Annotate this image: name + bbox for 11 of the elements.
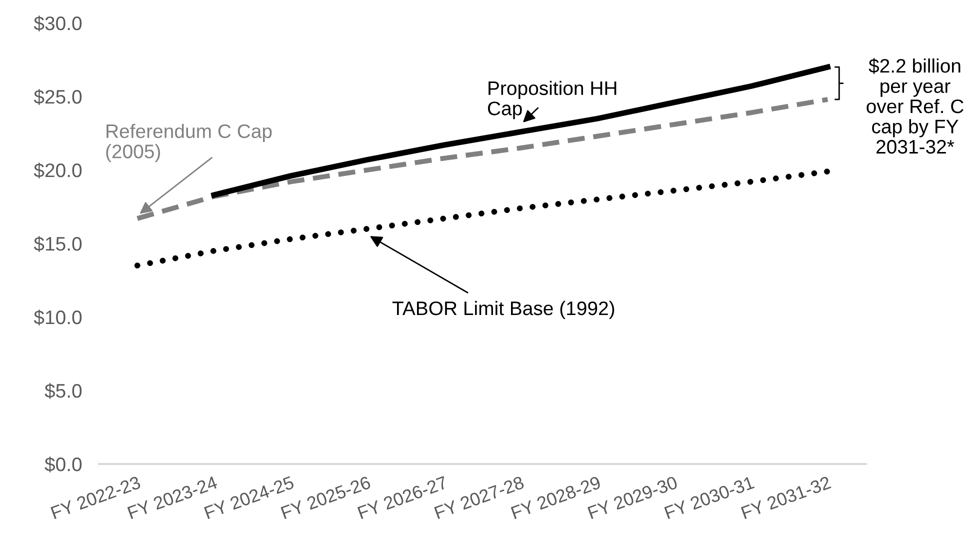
- y-tick-label: $10.0: [34, 310, 82, 326]
- y-tick-label: $0.0: [44, 456, 82, 472]
- y-tick-label: $20.0: [34, 162, 82, 178]
- y-tick-label: $5.0: [44, 383, 82, 399]
- y-tick-label: $30.0: [34, 16, 82, 32]
- annotation: TABOR Limit Base (1992): [392, 300, 614, 320]
- annotation: $2.2 billion per year over Ref. C cap by FY 2031-32*: [866, 58, 964, 154]
- y-tick-label: $15.0: [34, 236, 82, 252]
- annotation: Proposition HH Cap: [488, 80, 616, 120]
- annotation: Referendum C Cap (2005): [106, 124, 272, 162]
- y-tick-label: $25.0: [34, 89, 82, 105]
